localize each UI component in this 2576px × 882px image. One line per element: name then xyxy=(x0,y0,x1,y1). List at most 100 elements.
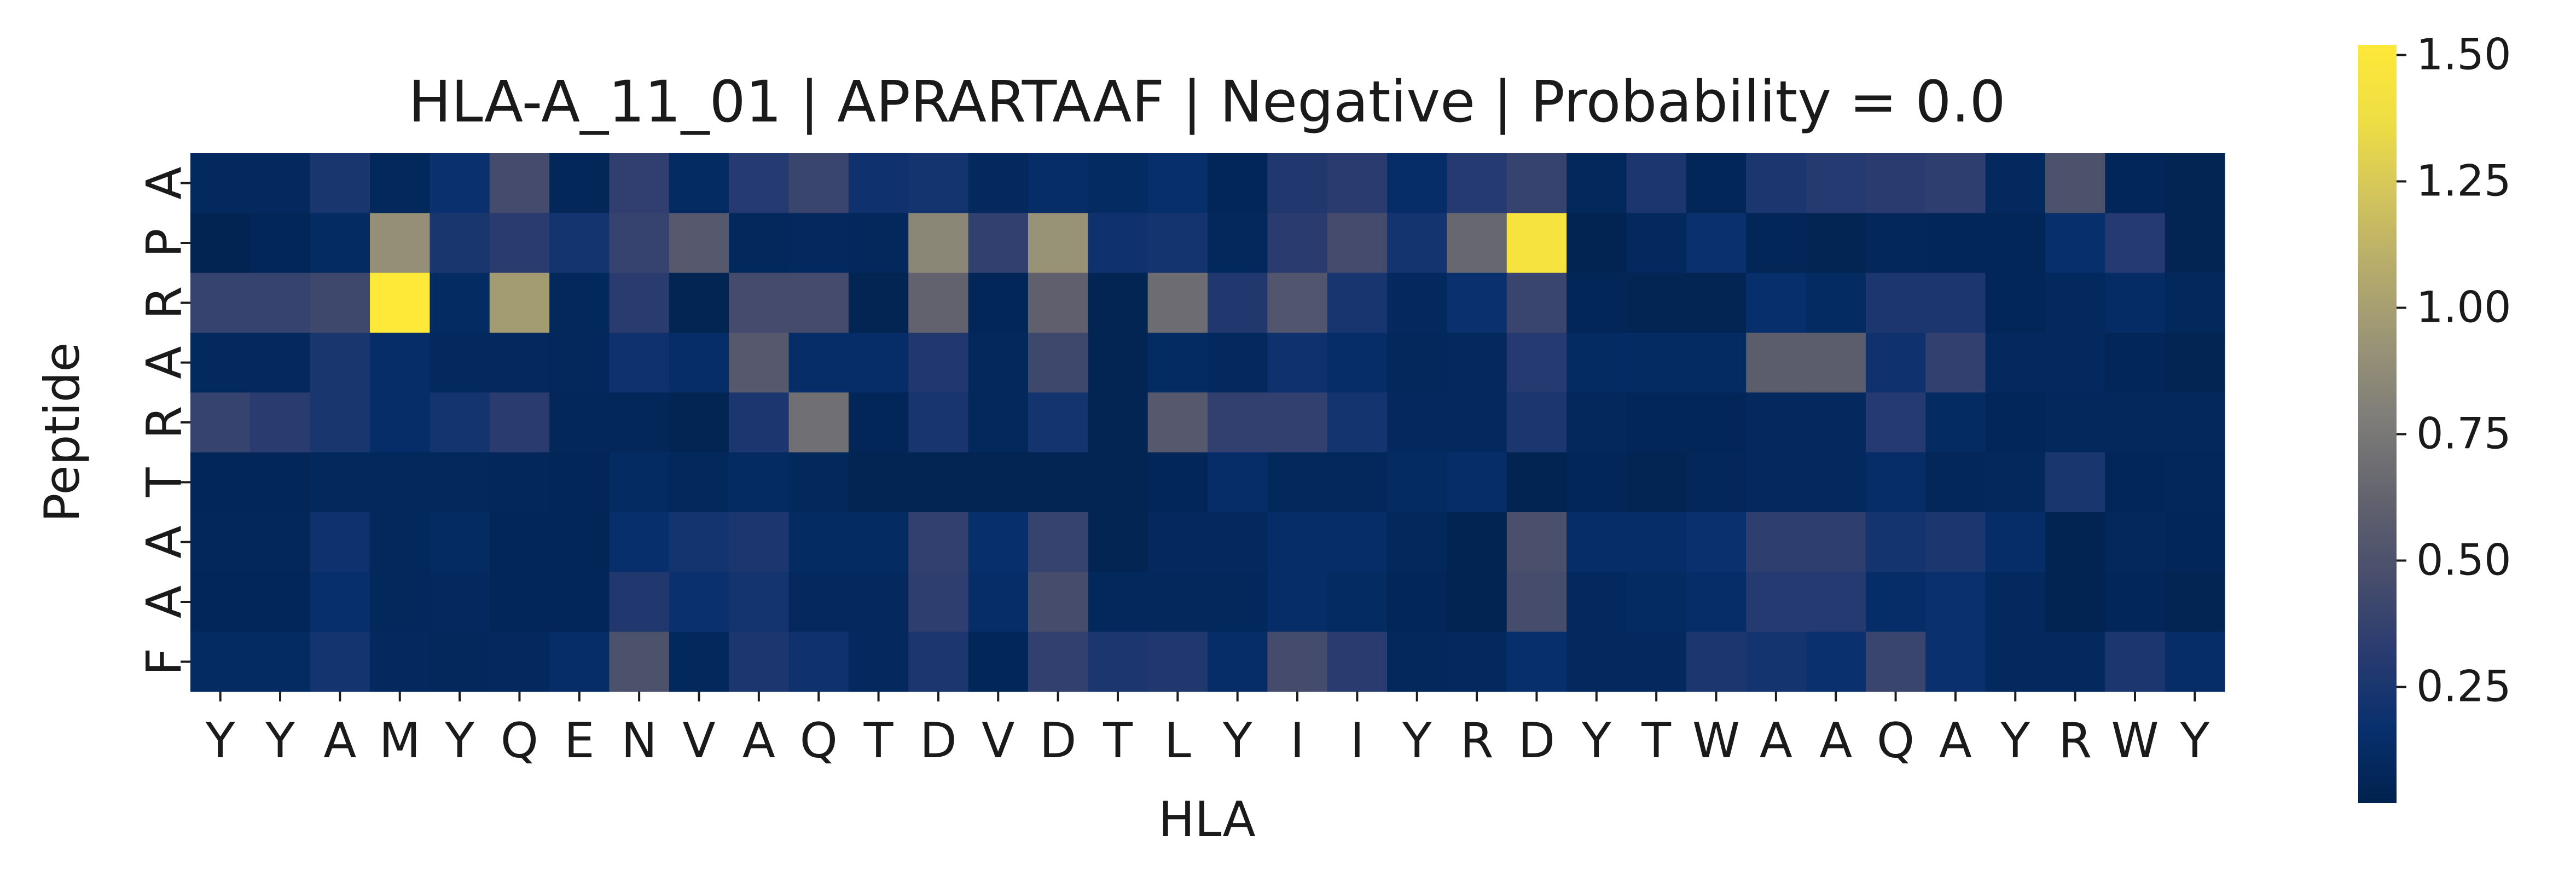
heatmap-cell xyxy=(1925,452,1986,513)
heatmap-cell xyxy=(430,333,490,393)
colorbar-tick-label: 0.75 xyxy=(2416,409,2511,459)
heatmap-cell xyxy=(2045,153,2105,213)
heatmap-cell xyxy=(729,631,790,692)
heatmap-cell xyxy=(1147,452,1208,513)
x-tick-label: D xyxy=(1040,712,1077,769)
heatmap-cell xyxy=(2165,572,2225,633)
heatmap-cell xyxy=(1208,452,1268,513)
heatmap-cell xyxy=(1925,153,1986,213)
heatmap-cell xyxy=(2045,631,2105,692)
heatmap-cell xyxy=(1746,512,1807,572)
heatmap-cell xyxy=(1865,631,1926,692)
heatmap-cell xyxy=(2105,153,2166,213)
heatmap-cell xyxy=(1088,153,1148,213)
heatmap-cell xyxy=(549,272,610,333)
heatmap-cell xyxy=(729,512,790,572)
heatmap-cell xyxy=(1985,452,2046,513)
heatmap-cell xyxy=(1865,512,1926,572)
heatmap-cell xyxy=(489,392,550,453)
heatmap-cell xyxy=(2165,452,2225,513)
heatmap-cell xyxy=(2045,333,2105,393)
heatmap-cell xyxy=(1567,213,1627,274)
heatmap-cell xyxy=(1028,452,1088,513)
heatmap-cell xyxy=(1387,272,1448,333)
heatmap-cell xyxy=(968,452,1029,513)
x-tick-label: T xyxy=(1103,712,1133,769)
heatmap-cell xyxy=(908,272,969,333)
x-tick-label: A xyxy=(742,712,775,769)
heatmap-cell xyxy=(848,333,909,393)
heatmap-cell xyxy=(1686,213,1747,274)
heatmap-cell xyxy=(310,572,370,633)
heatmap-cell xyxy=(549,452,610,513)
heatmap-cell xyxy=(669,333,729,393)
heatmap-cell xyxy=(1806,213,1866,274)
x-tick-label: R xyxy=(2058,712,2092,769)
heatmap-cell xyxy=(310,512,370,572)
heatmap-cell xyxy=(788,333,849,393)
heatmap-cell xyxy=(1686,512,1747,572)
heatmap-cell xyxy=(1746,333,1807,393)
heatmap-cell xyxy=(250,153,311,213)
heatmap-cell xyxy=(1985,153,2046,213)
heatmap-cell xyxy=(729,272,790,333)
heatmap-cell xyxy=(1387,452,1448,513)
heatmap-cell xyxy=(1147,213,1208,274)
heatmap-cell xyxy=(1865,452,1926,513)
heatmap-cell xyxy=(1746,213,1807,274)
heatmap-cell xyxy=(788,631,849,692)
heatmap-cell xyxy=(1865,572,1926,633)
heatmap-cell xyxy=(669,392,729,453)
heatmap-cell xyxy=(370,572,431,633)
y-tick-label: R xyxy=(136,405,193,439)
x-tick-label: A xyxy=(1760,712,1792,769)
x-tick-label: I xyxy=(1290,712,1304,769)
heatmap-cell xyxy=(1267,333,1328,393)
heatmap-cell xyxy=(1088,452,1148,513)
heatmap-cell xyxy=(1985,572,2046,633)
colorbar: 0.25 0.50 0.75 1.00 1.25 1.50 xyxy=(2358,30,2511,803)
heatmap-cell xyxy=(1447,631,1507,692)
heatmap-cell xyxy=(1208,512,1268,572)
heatmap-cell xyxy=(1865,333,1926,393)
colorbar-tick-label: 1.00 xyxy=(2416,283,2511,332)
heatmap-cell xyxy=(1088,512,1148,572)
heatmap-cell xyxy=(1746,153,1807,213)
heatmap-cell xyxy=(1387,631,1448,692)
heatmap-cell xyxy=(1327,272,1388,333)
x-tick-label: M xyxy=(379,712,421,769)
heatmap-cell xyxy=(1327,452,1388,513)
heatmap-cell xyxy=(2165,512,2225,572)
heatmap-cell xyxy=(1387,572,1448,633)
heatmap-cell xyxy=(2165,272,2225,333)
heatmap-cell xyxy=(848,572,909,633)
heatmap-cell xyxy=(609,272,670,333)
heatmap-cell xyxy=(190,333,251,393)
heatmap-cell xyxy=(370,153,431,213)
y-tick-label: A xyxy=(136,167,193,200)
x-tick-label: A xyxy=(323,712,356,769)
heatmap-cell xyxy=(1806,272,1866,333)
heatmap-cell xyxy=(1925,333,1986,393)
heatmap-cell xyxy=(908,452,969,513)
heatmap-cell xyxy=(1506,392,1567,453)
heatmap-cell xyxy=(190,392,251,453)
heatmap-cell xyxy=(908,392,969,453)
heatmap-cell xyxy=(1208,572,1268,633)
heatmap-cell xyxy=(1746,452,1807,513)
heatmap-cell xyxy=(1267,392,1328,453)
heatmap-cell xyxy=(310,333,370,393)
heatmap-cell xyxy=(2105,272,2166,333)
heatmap-cell xyxy=(1088,213,1148,274)
heatmap-cell xyxy=(1327,153,1388,213)
heatmap-cell xyxy=(2045,272,2105,333)
heatmap-cell xyxy=(1567,392,1627,453)
heatmap-cell xyxy=(1506,153,1567,213)
heatmap-cell xyxy=(908,512,969,572)
x-tick-label: Y xyxy=(1581,712,1611,769)
heatmap-cell xyxy=(1567,572,1627,633)
heatmap-cell xyxy=(1387,153,1448,213)
heatmap-cell xyxy=(1028,272,1088,333)
heatmap-cell xyxy=(1626,631,1687,692)
heatmap-cell xyxy=(370,631,431,692)
